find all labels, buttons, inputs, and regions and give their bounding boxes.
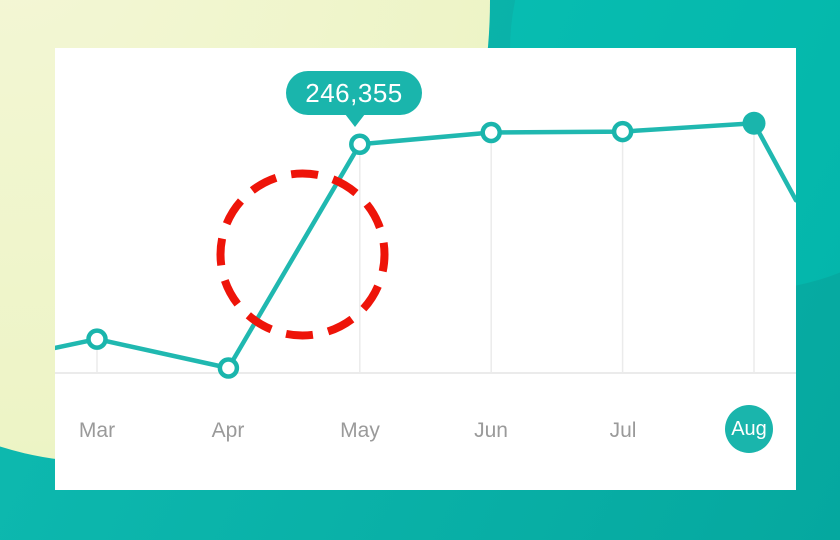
- line-chart: [55, 111, 796, 379]
- data-point-mar[interactable]: [86, 328, 108, 350]
- data-point-jul[interactable]: [611, 120, 634, 143]
- x-label-mar[interactable]: Mar: [78, 419, 116, 442]
- data-point-aug[interactable]: [742, 111, 766, 135]
- data-point-jun[interactable]: [480, 121, 502, 144]
- aug-badge-label: Aug: [731, 417, 767, 440]
- highlight-dashed-circle-icon: [216, 169, 389, 340]
- series-line: [55, 120, 796, 371]
- x-label-may[interactable]: May: [340, 419, 380, 442]
- x-label-apr[interactable]: Apr: [211, 419, 245, 442]
- x-label-aug-selected-badge[interactable]: Aug: [725, 405, 773, 453]
- x-label-jul[interactable]: Jul: [609, 419, 637, 442]
- value-tooltip: 246,355: [286, 71, 422, 127]
- tooltip-value: 246,355: [305, 77, 403, 108]
- x-label-jun[interactable]: Jun: [474, 419, 508, 442]
- data-point-apr[interactable]: [217, 357, 240, 379]
- chart-card: 246,355 Mar Apr May Jun Jul Aug: [55, 48, 796, 490]
- data-point-may[interactable]: [349, 133, 371, 155]
